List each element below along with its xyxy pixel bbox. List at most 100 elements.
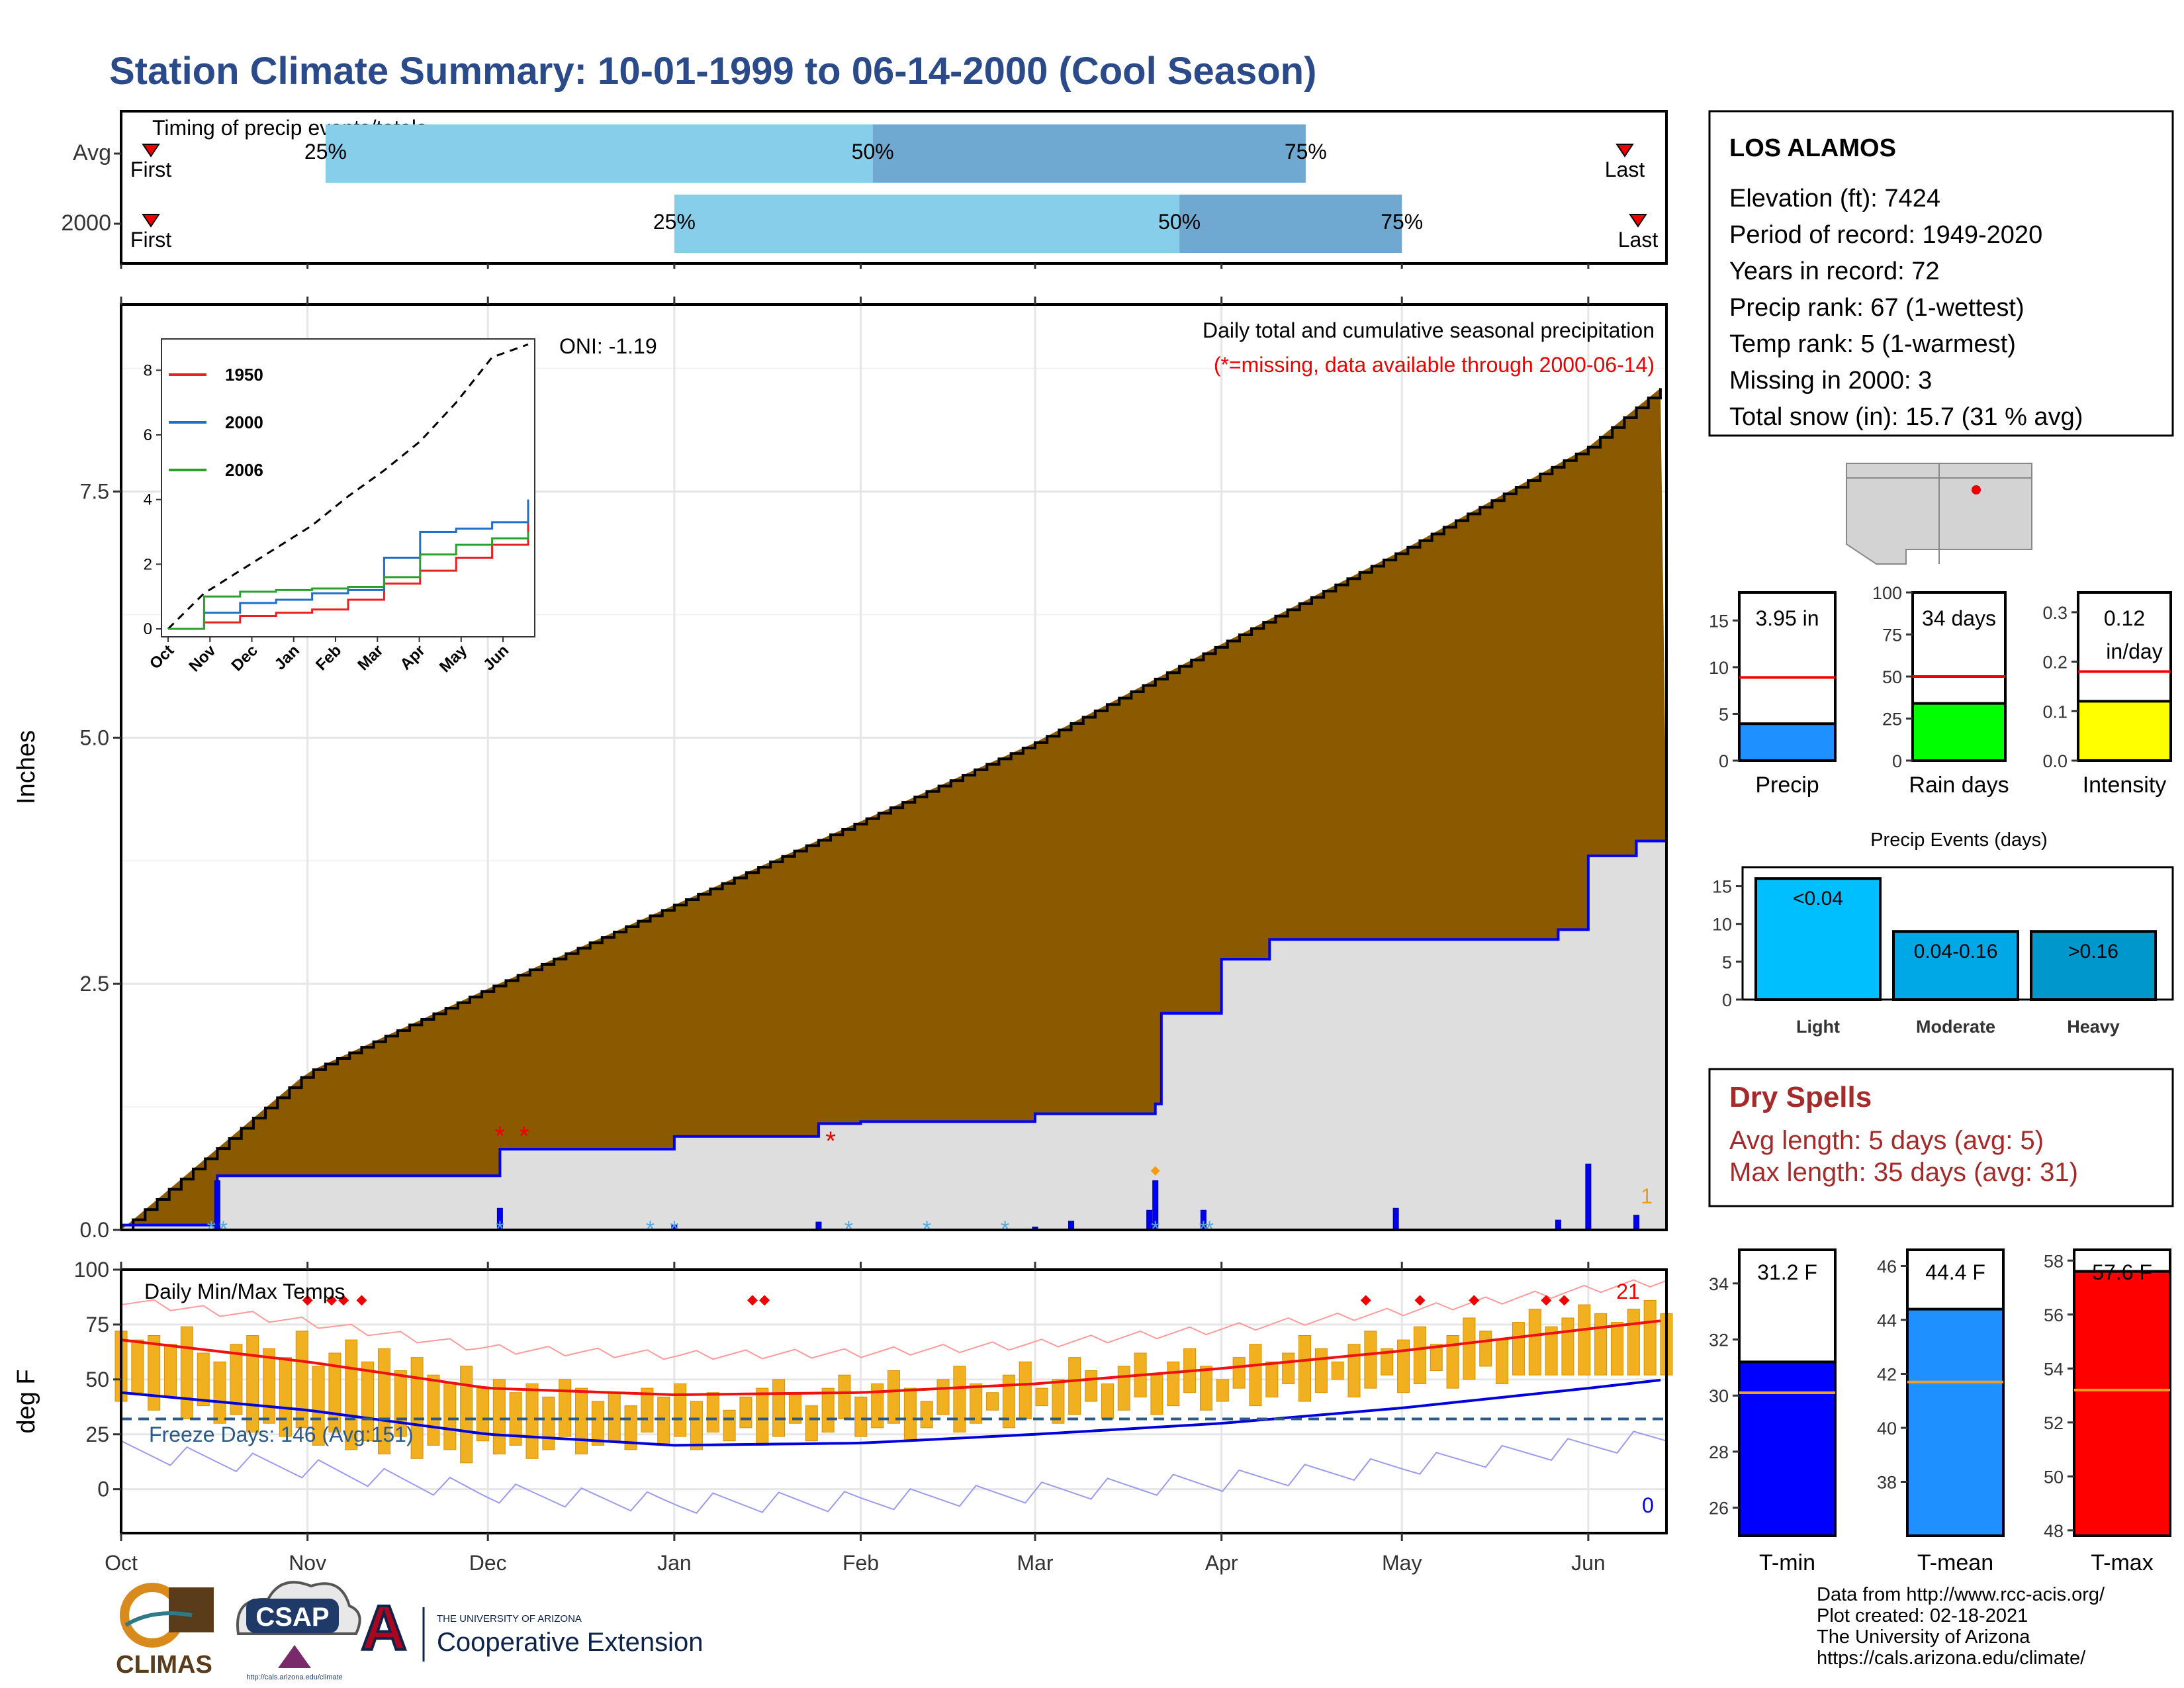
daily-temp-bar [295, 1331, 308, 1429]
avg-min-line [120, 1378, 1661, 1447]
avg-max-line [120, 1319, 1661, 1397]
temp-bar-tick-label: 58 [2044, 1251, 2064, 1271]
temp-bar-value-label: 44.4 F [1925, 1260, 1985, 1284]
dry-spells-avg: Avg length: 5 days (avg: 5) [1729, 1126, 2044, 1155]
daily-precip-bar [1633, 1215, 1640, 1231]
events-chart-title: Precip Events (days) [1870, 829, 2048, 851]
station-info-line: Years in record: 72 [1729, 258, 1940, 285]
mini-bar-value [1911, 702, 2007, 763]
x-tick-label: Mar [1017, 1551, 1053, 1575]
record-high-marker [1541, 1295, 1552, 1306]
daily-temp-bar [1594, 1313, 1608, 1376]
oni-label: ONI: -1.19 [559, 334, 657, 358]
climas-logo-block [169, 1587, 214, 1632]
temp-bar-tick-label: 30 [1709, 1386, 1729, 1406]
daily-temp-bar [492, 1379, 506, 1455]
last-marker [1615, 144, 1634, 158]
mini-bar-tick-label: 100 [1872, 583, 1902, 603]
inset-y-tick-label: 4 [144, 491, 152, 509]
temp-bar-tick-label: 48 [2044, 1521, 2064, 1541]
daily-temp-bar [1199, 1366, 1212, 1411]
daily-temp-bar [410, 1357, 424, 1459]
daily-temp-bar [197, 1352, 210, 1407]
temp-bar-value-label: 57.6 F [2092, 1260, 2152, 1284]
daily-temp-bar [821, 1387, 835, 1432]
timing-p50-label: 50% [852, 140, 894, 164]
daily-temp-bar [674, 1383, 687, 1437]
daily-temp-bar [1314, 1348, 1328, 1393]
daily-temp-bar [361, 1361, 375, 1442]
timing-row-label: 2000 [61, 211, 111, 236]
record-low-count: 0 [1642, 1493, 1654, 1517]
timing-p50-label: 50% [1158, 210, 1201, 234]
events-category-label: Heavy [2067, 1017, 2120, 1037]
daily-temp-bar [641, 1387, 654, 1432]
daily-temp-bar [1381, 1348, 1394, 1376]
page-title: Station Climate Summary: 10-01-1999 to 0… [109, 50, 1317, 93]
inset-legend-label: 2000 [225, 412, 263, 432]
station-info-line: Missing in 2000: 3 [1729, 367, 1932, 395]
dry-spells-box: Dry Spells Avg length: 5 days (avg: 5) Max… [1708, 1068, 2174, 1207]
events-bar [2030, 930, 2157, 1001]
temp-bar-value [1906, 1307, 2005, 1538]
dry-spells-max: Max length: 35 days (avg: 31) [1729, 1158, 2078, 1187]
temp-bar-tick-label: 52 [2044, 1413, 2064, 1433]
daily-temp-bar [1528, 1309, 1541, 1376]
temp-bar-chart: 48 50 52 54 56 58 57.6 F T-max [2044, 1248, 2171, 1575]
temp-bar-tick-label: 28 [1709, 1442, 1729, 1462]
missing-marker: * [495, 1122, 506, 1151]
x-tick-label: Feb [842, 1551, 879, 1575]
temp-bar-chart: 26 28 30 32 34 31.2 F T-min [1709, 1248, 1837, 1575]
events-bar-label: <0.04 [1793, 888, 1843, 910]
daily-temp-bar [772, 1379, 786, 1437]
daily-temp-bar [887, 1370, 900, 1424]
temp-bar-tick-label: 38 [1877, 1472, 1897, 1492]
daily-temp-bar [706, 1392, 719, 1432]
daily-temp-bar [1347, 1344, 1361, 1397]
daily-temp-bar [1019, 1361, 1032, 1420]
daily-temp-bar [920, 1401, 933, 1429]
temp-bar-tick-label: 40 [1877, 1419, 1897, 1438]
temp-panel: 0 25 50 75 100 deg F Daily Min/Max Temps Freeze… [13, 1258, 1673, 1575]
events-tick-label: 15 [1712, 877, 1732, 897]
mini-bar-tick-label: 5 [1719, 704, 1729, 724]
inset-series-2000 [168, 499, 529, 630]
daily-temp-bar [1150, 1374, 1163, 1415]
y-tick-label: 5.0 [80, 726, 109, 749]
station-info-line: Period of record: 1949-2020 [1729, 221, 2042, 249]
first-label: First [130, 158, 171, 181]
temp-bar-tick-label: 56 [2044, 1305, 2064, 1325]
temp-bar-tick-label: 34 [1709, 1274, 1729, 1294]
timing-bar-50-75 [872, 124, 1306, 183]
mini-bar-tick-label: 0.1 [2042, 702, 2068, 722]
events-bar-label: >0.16 [2068, 941, 2118, 962]
temp-bar-tick-label: 46 [1877, 1256, 1897, 1276]
events-tick-label: 5 [1722, 953, 1732, 972]
x-tick-label: Dec [469, 1551, 507, 1575]
daily-temp-bar [279, 1357, 292, 1437]
x-tick-label: Oct [105, 1551, 138, 1575]
temp-bar-tick-label: 42 [1877, 1364, 1897, 1384]
daily-precip-bar [1392, 1207, 1399, 1231]
inset-avg-line [167, 343, 529, 630]
x-tick-label: Apr [1205, 1551, 1238, 1575]
events-category-label: Light [1796, 1017, 1840, 1037]
first-marker [142, 144, 160, 158]
mini-bar-tick-label: 15 [1709, 611, 1729, 631]
daily-temp-bar [838, 1374, 851, 1420]
daily-temp-bar [1446, 1335, 1459, 1389]
precip-panel-frame [120, 303, 1668, 1231]
daily-temp-bar [1496, 1339, 1509, 1384]
station-location-dot [1972, 485, 1981, 494]
daily-temp-bar [854, 1396, 868, 1437]
footer-line: Plot created: 02-18-2021 [1817, 1605, 2028, 1626]
ua-logo-large-text: Cooperative Extension [437, 1628, 703, 1657]
temp-bar-tick-label: 44 [1877, 1311, 1897, 1331]
daily-temp-bar [164, 1344, 177, 1397]
climas-logo-text: CLIMAS [116, 1651, 212, 1679]
daily-temp-bar [1085, 1370, 1098, 1402]
timing-p25-label: 25% [653, 210, 696, 234]
daily-temp-bar [230, 1344, 243, 1415]
climas-logo-wave [124, 1611, 193, 1627]
